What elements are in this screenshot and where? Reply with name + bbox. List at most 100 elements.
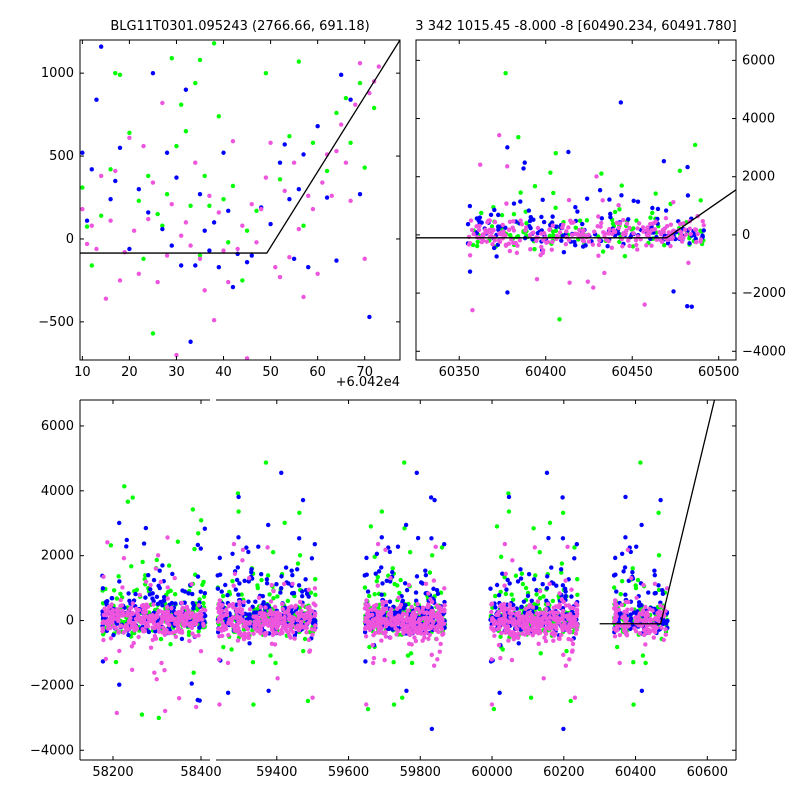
data-point-green [631, 702, 636, 707]
x-tick-label: 60 [309, 365, 326, 380]
data-point-magenta [232, 571, 238, 577]
data-point-magenta [388, 610, 394, 616]
data-point-magenta [555, 619, 560, 624]
data-point-green [506, 509, 512, 514]
data-point-blue [685, 303, 690, 309]
data-point-magenta [94, 246, 99, 252]
data-point-green [188, 203, 193, 209]
data-point-green [191, 670, 196, 675]
data-point-blue [618, 100, 624, 105]
data-point-magenta [574, 627, 580, 632]
data-point-blue [226, 208, 231, 213]
data-point-green [127, 130, 132, 136]
data-point-magenta [566, 225, 571, 230]
data-point-green [175, 539, 181, 544]
data-point-magenta [407, 627, 412, 633]
data-point-magenta [492, 621, 498, 626]
data-point-magenta [111, 624, 116, 629]
data-point-blue [646, 590, 651, 595]
data-point-magenta [110, 620, 115, 625]
data-point-magenta [552, 623, 557, 628]
data-point-blue [635, 199, 641, 204]
data-point-magenta [264, 630, 269, 636]
data-point-blue [236, 535, 241, 540]
data-point-green [297, 553, 303, 558]
data-point-green [553, 150, 558, 156]
top-left-title: BLG11T0301.095243 (2766.66, 691.18) [110, 19, 369, 34]
data-point-magenta [524, 621, 530, 626]
data-point-magenta [413, 638, 419, 644]
y-tick-label: 6000 [742, 53, 775, 68]
data-point-magenta [108, 636, 114, 641]
data-point-magenta [117, 278, 123, 283]
data-point-magenta [367, 627, 373, 633]
data-point-green [357, 80, 363, 86]
data-point-green [140, 559, 145, 565]
data-point-magenta [612, 634, 618, 639]
data-point-green [263, 70, 269, 76]
data-point-blue [374, 551, 380, 556]
data-point-blue [541, 219, 547, 225]
data-point-magenta [517, 238, 523, 243]
data-point-green [255, 585, 261, 591]
data-point-magenta [269, 582, 274, 588]
data-point-magenta [596, 214, 601, 219]
data-point-magenta [468, 218, 474, 223]
data-point-green [302, 636, 308, 642]
data-point-green [532, 247, 537, 252]
data-point-magenta [636, 221, 642, 226]
data-point-blue [100, 586, 106, 591]
data-point-magenta [511, 240, 516, 246]
data-point-magenta [620, 244, 625, 249]
data-point-blue [619, 551, 625, 556]
data-point-magenta [535, 225, 541, 231]
data-point-blue [599, 216, 605, 221]
data-point-magenta [641, 627, 647, 633]
data-point-blue [540, 582, 545, 587]
data-point-magenta [306, 620, 312, 625]
data-point-magenta [244, 356, 250, 361]
data-point-blue [170, 571, 175, 577]
data-point-magenta [568, 629, 573, 635]
data-point-magenta [247, 620, 253, 625]
data-point-magenta [334, 148, 339, 154]
data-point-blue [211, 220, 217, 225]
y-tick-label: 0 [66, 232, 74, 247]
data-point-blue [160, 226, 165, 232]
data-point-magenta [367, 90, 372, 96]
data-point-magenta [658, 603, 663, 608]
data-point-blue [660, 621, 665, 627]
data-point-magenta [671, 200, 676, 205]
data-point-magenta [597, 238, 602, 243]
data-point-blue [237, 581, 242, 586]
data-point-magenta [217, 702, 222, 707]
data-point-green [239, 592, 244, 597]
data-point-magenta [541, 231, 547, 236]
y-tick-label: 0 [66, 614, 74, 629]
data-point-magenta [312, 586, 318, 591]
data-point-blue [282, 142, 287, 147]
data-point-magenta [521, 619, 526, 624]
data-point-magenta [364, 598, 369, 603]
data-point-green [572, 545, 577, 550]
data-point-magenta [656, 615, 661, 620]
data-point-blue [246, 549, 251, 555]
data-point-blue [534, 587, 539, 593]
data-point-green [275, 594, 280, 599]
data-point-magenta [612, 601, 618, 606]
data-point-blue [521, 599, 527, 604]
data-point-green [559, 561, 565, 566]
data-point-magenta [693, 227, 699, 232]
data-point-blue [367, 314, 372, 320]
data-point-blue [259, 571, 264, 577]
data-point-magenta [264, 622, 269, 627]
data-point-magenta [562, 620, 567, 625]
x-tick-label: 60000 [471, 765, 512, 780]
data-point-green [296, 59, 302, 64]
data-point-blue [365, 589, 371, 594]
data-point-magenta [503, 571, 508, 577]
data-point-magenta [617, 660, 622, 666]
data-point-magenta [571, 606, 576, 611]
data-point-magenta [136, 271, 142, 276]
data-point-magenta [278, 616, 283, 621]
